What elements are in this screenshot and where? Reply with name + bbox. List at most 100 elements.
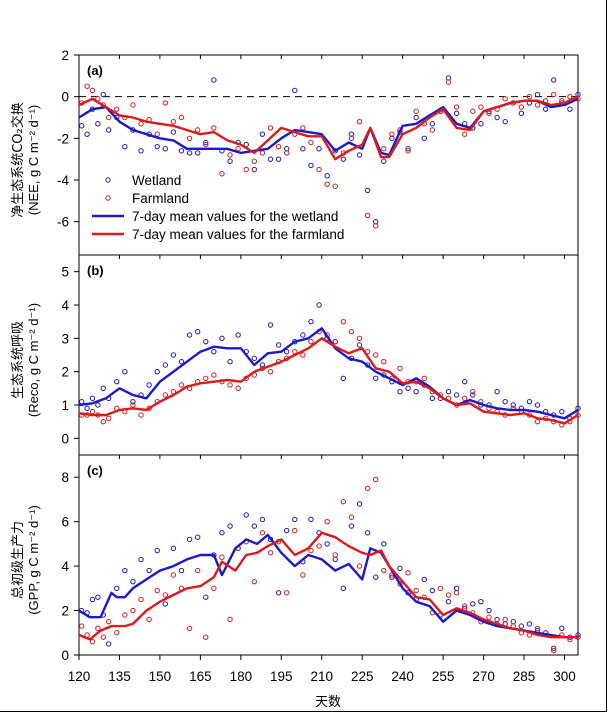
wetland-point: [518, 623, 525, 629]
wetland-point: [340, 156, 347, 162]
farmland-point: [267, 125, 274, 131]
wetland-point: [308, 318, 314, 325]
farmland-point: [203, 141, 209, 148]
wetland-point: [453, 110, 460, 117]
legend-label: 7-day mean values for the farmland: [132, 227, 344, 242]
farmland-point: [332, 183, 338, 189]
wetland-point: [356, 342, 363, 348]
wetland-point: [364, 187, 371, 194]
wetland-point: [356, 501, 363, 507]
wetland-point: [78, 398, 85, 405]
farmland-point: [348, 135, 355, 142]
farmland-point: [100, 634, 106, 640]
farmland-mean-line: [78, 95, 579, 161]
wetland-point: [478, 598, 484, 605]
wetland-point: [259, 362, 266, 368]
wetland-point: [146, 567, 152, 574]
wetland-point: [243, 512, 249, 518]
wetland-point: [542, 106, 549, 112]
wetland-point: [397, 565, 403, 572]
farmland-point: [186, 625, 193, 632]
legend-marker-farmland: [105, 195, 111, 201]
wetland-point: [364, 530, 371, 536]
wetland-point: [275, 590, 282, 596]
wetland-point: [130, 398, 136, 405]
wetland-point: [211, 77, 217, 83]
wetland-point: [348, 523, 355, 529]
wetland-point: [194, 328, 201, 335]
wetland-point: [267, 156, 274, 162]
farmland-mean-line: [78, 531, 578, 641]
farmland-point: [518, 104, 525, 110]
wetland-point: [429, 395, 436, 402]
legend-label: Wetland: [132, 173, 181, 188]
farmland-point: [243, 166, 249, 173]
farmland-point: [381, 358, 387, 365]
farmland-point: [373, 352, 379, 358]
farmland-point: [502, 616, 508, 623]
wetland-point: [203, 338, 209, 345]
farmland-point: [78, 623, 85, 629]
wetland-point: [373, 375, 379, 382]
wetland-point: [283, 527, 290, 534]
wetland-point: [567, 106, 573, 112]
y-tick-label: -2: [57, 131, 69, 146]
farmland-point: [227, 382, 233, 388]
farmland-point: [211, 125, 217, 131]
wetland-point: [332, 556, 338, 563]
wetland-point: [429, 587, 436, 594]
wetland-point: [413, 114, 419, 121]
farmland-point: [235, 385, 241, 392]
wetland-point: [308, 516, 314, 523]
farmland-point: [348, 514, 355, 520]
farmland-point: [162, 392, 169, 398]
farmland-point: [308, 338, 314, 345]
wetland-point: [162, 146, 169, 152]
wetland-point: [494, 114, 500, 121]
farmland-point: [89, 638, 96, 645]
farmland-point: [105, 415, 112, 422]
y-tick-label: 6: [61, 515, 69, 530]
x-tick-label: 180: [230, 669, 253, 684]
wetland-point: [100, 385, 106, 392]
farmland-point: [462, 395, 468, 402]
wetland-point: [122, 368, 128, 375]
wetland-point: [194, 534, 201, 540]
wetland-point: [178, 358, 185, 365]
panel-label: (c): [87, 463, 103, 478]
y-tick-label: 2: [61, 48, 69, 63]
wetland-point: [405, 146, 411, 152]
x-axis-title: 天数: [315, 695, 341, 710]
wetland-point: [170, 352, 177, 358]
wetland-point: [84, 131, 90, 137]
farmland-point: [316, 166, 322, 173]
farmland-point: [154, 131, 160, 137]
farmland-point: [170, 118, 177, 125]
y-tick-label: -6: [57, 215, 69, 230]
wetland-point: [324, 173, 330, 179]
wetland-point: [332, 148, 338, 154]
farmland-point: [130, 102, 136, 108]
wetland-point: [551, 645, 557, 652]
wetland-point: [421, 135, 427, 142]
farmland-point: [251, 578, 258, 585]
wetland-point: [146, 382, 152, 388]
wetland-point: [340, 375, 347, 382]
farmland-point: [267, 550, 274, 556]
x-tick-label: 135: [108, 669, 131, 684]
wetland-point: [259, 131, 266, 137]
panel-a: 2 0 -2 -4 -6 (a) 净生态系统CO₂交换 (NEE, g C m⁻² d⁻¹) W…: [10, 48, 581, 256]
farmland-point: [486, 110, 492, 117]
wetland-point: [186, 536, 193, 543]
farmland-point: [373, 223, 379, 229]
farmland-point: [405, 570, 411, 576]
farmland-point: [308, 139, 314, 146]
farmland-point: [105, 618, 112, 625]
wetland-point: [445, 598, 452, 605]
farmland-point: [154, 587, 160, 594]
wetland-point: [122, 567, 128, 574]
wetland-point: [470, 601, 476, 607]
farmland-point: [526, 93, 533, 100]
farmland-point: [486, 614, 492, 620]
